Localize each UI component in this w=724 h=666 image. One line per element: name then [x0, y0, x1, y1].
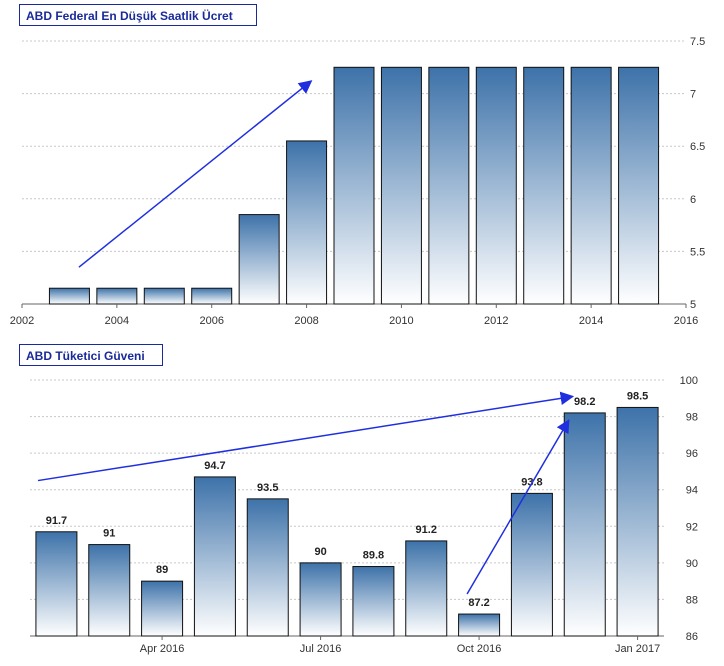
chart2-xtick-label: Apr 2016 [140, 643, 185, 655]
chart2-bar [616, 406, 659, 637]
chart2-bar [193, 476, 236, 637]
chart2-xtick-label: Jan 2017 [615, 643, 660, 655]
chart2-data-label: 93.5 [257, 482, 278, 494]
chart1-bar [475, 66, 517, 305]
chart2-bar [246, 498, 289, 637]
chart1-ytick-label: 7.5 [690, 36, 705, 48]
chart2-ytick-label: 96 [686, 448, 698, 460]
chart2-data-label: 98.5 [627, 390, 648, 402]
chart2-short-trend-arrow [466, 419, 570, 595]
chart1-ytick-label: 6 [690, 194, 696, 206]
chart2-data-label: 94.7 [204, 460, 225, 472]
chart2-bar [458, 613, 501, 637]
chart1-xtick-label: 2016 [674, 315, 698, 327]
chart2-ytick-label: 100 [680, 375, 698, 387]
chart2-ytick-label: 92 [686, 521, 698, 533]
chart2-ytick-label: 88 [686, 594, 698, 606]
chart1-bar [191, 287, 233, 305]
chart1-bar [238, 214, 280, 305]
chart1-bar [333, 66, 375, 305]
chart2-bar [141, 580, 184, 637]
chart1-xtick-label: 2006 [199, 315, 223, 327]
chart1-bar [48, 287, 90, 305]
chart2-ytick-label: 90 [686, 558, 698, 570]
chart1-bar [523, 66, 565, 305]
chart2-data-label: 98.2 [574, 396, 595, 408]
chart2-ytick-label: 86 [686, 631, 698, 643]
chart2-bar [405, 540, 448, 637]
chart2-data-label: 91.7 [46, 515, 67, 527]
chart1-plot: 5 5.5 6 6.5 7 7.5 2002 2004 2006 2008 2010 2012 2014… [10, 36, 706, 327]
chart2-ytick-label: 94 [686, 485, 698, 497]
chart2-data-label: 90 [314, 546, 326, 558]
chart1-xtick-label: 2002 [10, 315, 34, 327]
chart1-xtick-label: 2010 [389, 315, 413, 327]
chart1-bar [380, 66, 422, 305]
chart1-bar [570, 66, 612, 305]
chart1-ytick-label: 6.5 [690, 141, 705, 153]
chart1-ytick-label: 5 [690, 299, 696, 311]
chart2-title: ABD Tüketici Güveni [19, 344, 163, 366]
chart1-bar [96, 287, 138, 305]
chart1-bar [286, 140, 328, 305]
chart2-long-trend-arrow [37, 391, 575, 482]
chart1-ytick-label: 7 [690, 89, 696, 101]
chart1-trend-arrow [78, 80, 313, 268]
chart2-data-label: 87.2 [468, 597, 489, 609]
chart1-bar [618, 66, 660, 305]
chart2-data-label: 91.2 [416, 524, 437, 536]
chart2-data-label: 89 [156, 564, 168, 576]
chart2-ytick-label: 98 [686, 412, 698, 424]
chart1-xtick-label: 2004 [105, 315, 129, 327]
chart2-xtick-label: Oct 2016 [457, 643, 502, 655]
chart1-ytick-label: 5.5 [690, 246, 705, 258]
chart1-bar [143, 287, 185, 305]
chart2-bar [352, 566, 395, 637]
chart2-bar [510, 492, 553, 637]
chart2-bar [563, 412, 606, 637]
chart1-xtick-label: 2012 [484, 315, 508, 327]
chart1-xtick-label: 2008 [294, 315, 318, 327]
chart1-bar [428, 66, 470, 305]
chart1-title: ABD Federal En Düşük Saatlik Ücret [19, 4, 257, 26]
chart2-bar [35, 531, 78, 637]
chart2-bar [88, 544, 131, 637]
chart2-data-label: 91 [103, 528, 115, 540]
chart2-xtick-label: Jul 2016 [300, 643, 342, 655]
chart1-xtick-label: 2014 [579, 315, 603, 327]
chart2-plot: 86 88 90 92 94 96 98 100 91.7 91 89 94.7 93.5 90 89.8 9… [30, 375, 698, 655]
chart2-bar [299, 562, 342, 637]
chart2-data-label: 89.8 [363, 550, 384, 562]
